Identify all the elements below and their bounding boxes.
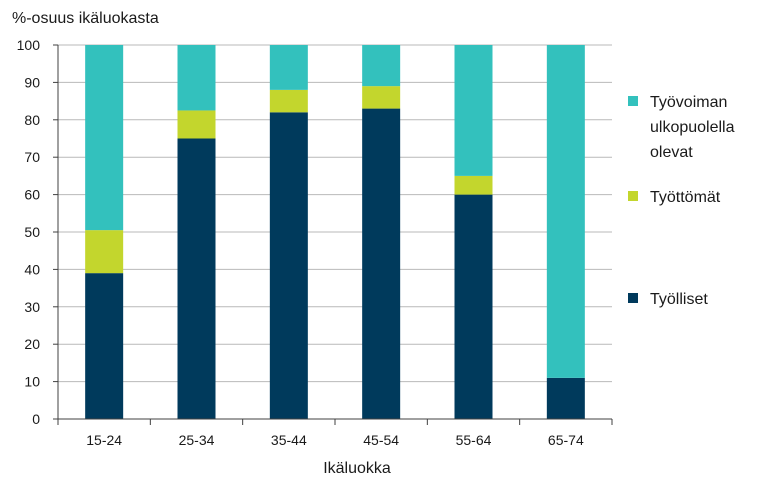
x-axis-title: Ikäluokka — [323, 460, 391, 477]
y-tick-label: 100 — [17, 37, 41, 53]
y-tick-label: 60 — [24, 187, 40, 203]
bar-segment-25-34-s2 — [177, 45, 216, 111]
bar-segment-25-34-s0 — [177, 138, 216, 419]
bar-segment-45-54-s0 — [362, 108, 401, 419]
bar-segment-15-24-s1 — [85, 230, 124, 274]
bar-segment-55-64-s1 — [454, 175, 493, 195]
legend-swatch — [628, 96, 638, 106]
bar-segment-15-24-s0 — [85, 273, 124, 419]
y-tick-label: 80 — [24, 112, 40, 128]
bar-segment-55-64-s2 — [454, 45, 493, 176]
x-tick-label: 35-44 — [271, 432, 307, 448]
y-tick-label: 50 — [24, 224, 40, 240]
bar-segment-55-64-s0 — [454, 194, 493, 419]
x-tick-labels: 15-24 25-34 35-44 45-54 55-64 65-74 — [86, 432, 584, 448]
y-tick-labels: 0 10 20 30 40 50 60 70 80 90 100 — [17, 37, 41, 427]
axes — [53, 44, 613, 425]
bar-segment-25-34-s1 — [177, 110, 216, 139]
legend-label: olevat — [650, 144, 693, 161]
bar-segment-35-44-s0 — [269, 112, 308, 419]
bar-segment-65-74-s2 — [546, 45, 585, 378]
legend-swatch — [628, 293, 638, 303]
y-tick-label: 40 — [24, 261, 40, 277]
y-axis-title: %-osuus ikäluokasta — [12, 10, 159, 27]
legend-label: Työttömät — [650, 189, 721, 206]
bar-segment-45-54-s1 — [362, 86, 401, 109]
gridlines — [58, 44, 612, 383]
y-tick-label: 0 — [32, 411, 40, 427]
bar-segment-35-44-s1 — [269, 89, 308, 113]
legend: Työvoiman ulkopuolella olevat Työttömät Työl… — [628, 94, 735, 308]
x-tick-label: 55-64 — [456, 432, 492, 448]
legend-swatch — [628, 191, 638, 201]
x-tick-label: 25-34 — [179, 432, 215, 448]
legend-label: Työlliset — [650, 291, 708, 308]
x-tick-label: 15-24 — [86, 432, 122, 448]
y-tick-label: 20 — [24, 336, 40, 352]
bar-segment-45-54-s2 — [362, 45, 401, 87]
legend-label: ulkopuolella — [650, 119, 735, 136]
x-tick-label: 65-74 — [548, 432, 584, 448]
bars — [85, 45, 585, 419]
y-tick-label: 30 — [24, 299, 40, 315]
x-tick-label: 45-54 — [363, 432, 399, 448]
bar-segment-15-24-s2 — [85, 45, 124, 231]
y-tick-label: 70 — [24, 149, 40, 165]
bar-segment-65-74-s0 — [546, 377, 585, 419]
y-tick-label: 10 — [24, 374, 40, 390]
legend-label: Työvoiman — [650, 94, 727, 111]
y-tick-label: 90 — [24, 74, 40, 90]
bar-segment-35-44-s2 — [269, 45, 308, 90]
